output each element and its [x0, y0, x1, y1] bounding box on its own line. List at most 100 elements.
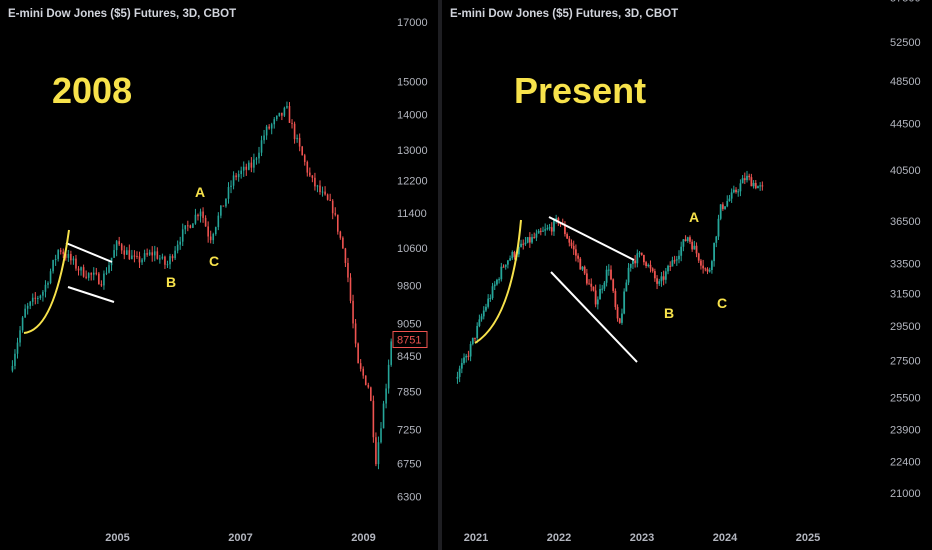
candle-body: [675, 259, 678, 261]
candle-body: [568, 238, 571, 243]
candle-body: [263, 135, 265, 141]
candle-body: [632, 260, 634, 264]
candle-body: [526, 237, 529, 243]
candle-body: [686, 237, 689, 242]
candle-body: [126, 250, 128, 255]
candle-body: [57, 250, 59, 259]
candle-body: [636, 253, 639, 264]
candle-body: [533, 237, 536, 239]
candle-body: [339, 231, 342, 238]
candle-body: [301, 146, 304, 156]
parabolic-curve: [23, 229, 70, 334]
right-period-label: Present: [514, 70, 647, 111]
candle-body: [133, 255, 136, 257]
candle-body: [691, 241, 694, 250]
y-tick-label: 29500: [890, 321, 921, 333]
candle-body: [629, 263, 632, 268]
candle-body: [491, 286, 494, 298]
candle-body: [387, 364, 390, 389]
panel-divider[interactable]: [438, 0, 442, 550]
candle-body: [684, 239, 687, 242]
parabolic-curve: [474, 219, 522, 344]
candle-body: [588, 283, 590, 285]
candle-body: [347, 262, 349, 278]
left-chart-title: E-mini Dow Jones ($5) Futures, 3D, CBOT: [8, 8, 237, 20]
y-tick-label: 11400: [397, 208, 427, 220]
candle-body: [456, 376, 459, 379]
candle-body: [220, 205, 222, 216]
candle-body: [92, 272, 95, 275]
candle-body: [118, 241, 120, 245]
candle-body: [192, 223, 194, 228]
candle-body: [537, 230, 540, 234]
candle-body: [75, 258, 77, 269]
wave-label-b: B: [166, 274, 176, 290]
candle-body: [689, 237, 691, 242]
candle-body: [555, 218, 558, 220]
y-tick-label: 7250: [397, 425, 421, 437]
candle-body: [314, 177, 316, 187]
left-chart-canvas[interactable]: 17000 15000 14000 13000 12200 11400 10600 9800 9…: [0, 0, 438, 550]
candle-body: [625, 282, 628, 292]
candle-body: [59, 250, 62, 252]
candle-body: [166, 264, 169, 266]
wave-label-c: C: [209, 253, 219, 269]
y-tick-label: 36500: [890, 216, 921, 228]
right-chart-canvas[interactable]: 57500 52500 48500 44500 40500 36500 33500 31500…: [442, 0, 932, 550]
candle-body: [750, 177, 753, 187]
candle-body: [123, 250, 126, 255]
candle-body: [539, 230, 542, 232]
candle-body: [553, 219, 555, 232]
y-tick-label: 27500: [890, 355, 921, 367]
candle-body: [500, 266, 503, 280]
candle-body: [298, 137, 301, 147]
candle-body: [230, 185, 232, 188]
trend-line: [65, 242, 113, 263]
candle-body: [286, 105, 288, 108]
candle-body: [719, 204, 722, 219]
candle-body: [100, 284, 103, 286]
right-chart-panel[interactable]: 57500 52500 48500 44500 40500 36500 33500 31500…: [442, 0, 932, 550]
candle-body: [214, 227, 217, 235]
candle-body: [138, 256, 141, 263]
candle-body: [566, 234, 569, 239]
candle-body: [232, 175, 235, 186]
candle-body: [478, 319, 481, 326]
wave-label-b: B: [664, 305, 674, 321]
candle-body: [281, 112, 283, 116]
candle-body: [511, 251, 514, 259]
candle-body: [354, 323, 357, 344]
candle-body: [623, 291, 626, 314]
candle-body: [197, 214, 199, 217]
candle-body: [649, 264, 652, 269]
candle-body: [467, 355, 470, 357]
candle-body: [612, 279, 615, 291]
candle-body: [574, 249, 577, 256]
wave-label-a: A: [195, 184, 205, 200]
candle-body: [237, 174, 240, 178]
candle-body: [377, 442, 380, 465]
candle-body: [544, 229, 547, 231]
candle-body: [550, 227, 553, 232]
candle-body: [732, 189, 735, 193]
candle-body: [642, 255, 645, 263]
left-chart-panel[interactable]: 17000 15000 14000 13000 12200 11400 10600 9800 9…: [0, 0, 438, 550]
candle-body: [359, 363, 362, 369]
y-tick-label: 21000: [890, 488, 921, 500]
candle-body: [77, 268, 80, 271]
candle-body: [143, 253, 146, 260]
candle-body: [204, 217, 207, 227]
candle-body: [265, 126, 268, 136]
wave-label-a: A: [689, 209, 699, 225]
candle-body: [607, 269, 610, 271]
x-tick-label: 2025: [796, 532, 820, 544]
y-tick-label: 23900: [890, 425, 921, 437]
candle-body: [651, 268, 654, 272]
candle-body: [465, 355, 468, 358]
candle-body: [42, 291, 44, 296]
candle-body: [309, 172, 311, 176]
candle-body: [382, 403, 385, 429]
candle-body: [577, 255, 579, 259]
wave-label-c: C: [717, 295, 727, 311]
candle-body: [82, 267, 85, 277]
